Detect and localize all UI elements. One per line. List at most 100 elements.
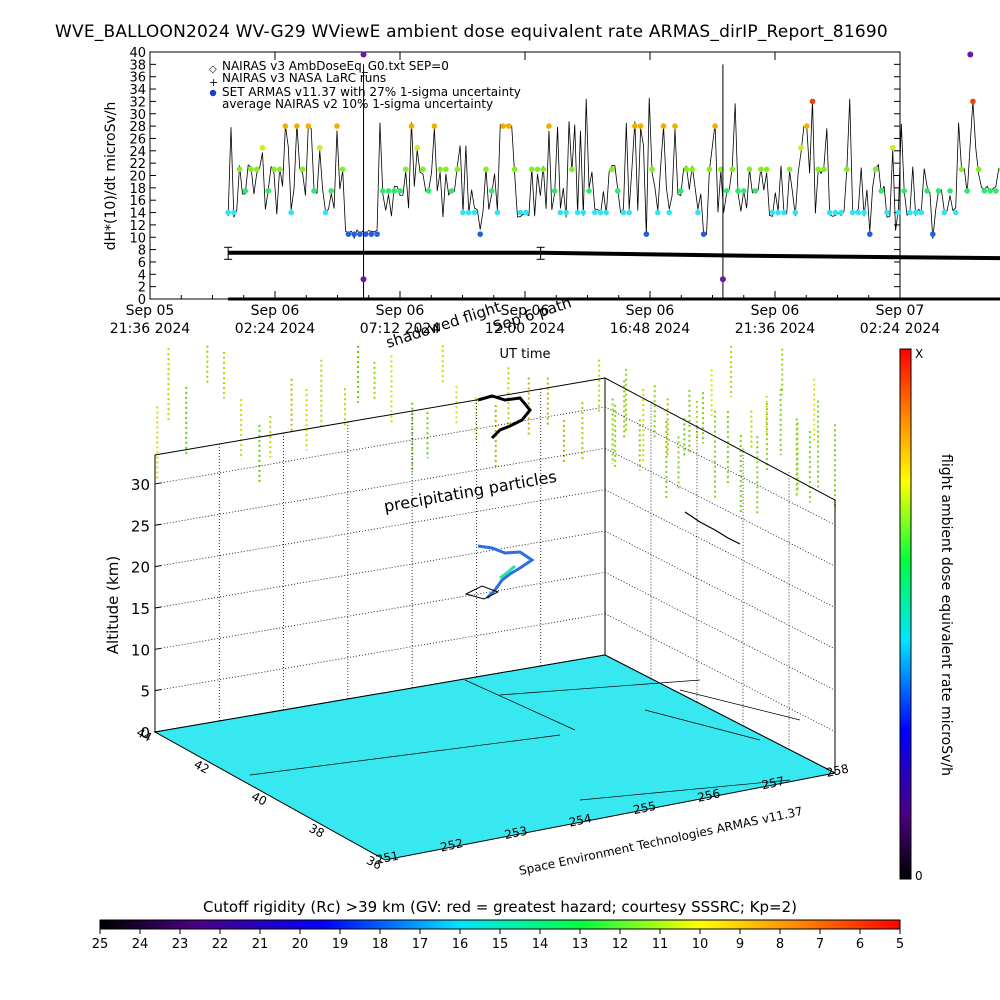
armas-point — [414, 144, 420, 151]
series-armas-trace — [227, 97, 1000, 240]
longitude-tick-label: 256 — [696, 786, 721, 804]
y-tick-label: 6 — [138, 256, 146, 271]
armas-point — [420, 166, 426, 173]
wall-gridline — [604, 530, 836, 650]
flight-path-shadow — [477, 394, 532, 440]
rigidity-tick-label: 20 — [292, 937, 309, 952]
armas-point — [437, 166, 443, 173]
armas-point — [649, 166, 655, 173]
floor-track-line — [249, 734, 561, 776]
altitude-tick-mark — [154, 647, 162, 650]
armas-point — [855, 209, 862, 216]
rigidity-tick-label: 5 — [896, 937, 904, 952]
armas-point — [597, 209, 604, 216]
y-tick-label: 10 — [129, 231, 146, 246]
armas-point — [947, 188, 953, 194]
y-tick-label: 14 — [129, 207, 146, 222]
armas-point — [775, 209, 781, 216]
x-tick-label-day: Sep 06 — [626, 303, 675, 319]
armas-point — [231, 209, 237, 216]
rigidity-tick-label: 24 — [132, 937, 149, 952]
armas-point — [328, 188, 335, 194]
armas-point — [362, 231, 369, 237]
armas-point — [242, 188, 249, 194]
altitude-tick-label: 0 — [140, 724, 150, 742]
armas-point — [655, 209, 661, 216]
dose-colorbar-max-label: X — [915, 347, 923, 361]
armas-point — [523, 209, 529, 216]
armas-point — [809, 98, 816, 105]
armas-point — [935, 188, 942, 194]
precipitation-streaks — [156, 345, 836, 514]
armas-point — [586, 188, 592, 194]
armas-point — [311, 188, 317, 194]
armas-point — [443, 166, 449, 173]
armas-point — [907, 209, 913, 216]
armas-point — [884, 209, 890, 216]
rigidity-tick-label: 25 — [92, 937, 109, 952]
armas-point — [580, 209, 587, 216]
y-tick-label: 0 — [138, 293, 146, 308]
armas-point — [763, 166, 770, 173]
armas-point — [672, 123, 678, 129]
armas-point — [454, 166, 461, 173]
armas-point — [729, 166, 736, 173]
rigidity-tick-label: 16 — [452, 937, 469, 952]
wall-gridline — [604, 489, 836, 608]
armas-point — [798, 144, 804, 151]
rigidity-tick-label: 19 — [332, 937, 349, 952]
x-tick-label-day: Sep 06 — [501, 303, 550, 319]
legend-label-armas: SET ARMAS v11.37 with 27% 1-sigma uncert… — [222, 85, 521, 99]
armas-point — [357, 231, 363, 237]
legend: ◇ NAIRAS v3 AmbDoseEq_G0.txt SEP=0 + NAI… — [209, 59, 521, 111]
rigidity-tick-label: 13 — [572, 937, 589, 952]
armas-point — [574, 209, 581, 216]
armas-point — [712, 123, 718, 129]
latitude-tick-label: 36 — [364, 853, 384, 873]
legend-label-nairas-larc: NAIRAS v3 NASA LaRC runs — [222, 71, 386, 85]
armas-point — [981, 188, 988, 194]
wall-gridline — [154, 447, 606, 526]
armas-point — [603, 209, 610, 216]
armas-point — [792, 209, 799, 216]
armas-point — [368, 231, 375, 237]
armas-point — [528, 166, 535, 173]
x-tick-label-time: 12:00 2024 — [485, 321, 566, 337]
armas-point — [322, 209, 329, 216]
armas-point — [448, 188, 455, 194]
armas-point — [660, 123, 667, 129]
armas-point — [339, 166, 346, 173]
armas-point — [930, 231, 936, 237]
latitude-tick-label: 38 — [307, 821, 327, 841]
armas-point — [494, 209, 501, 216]
armas-point — [236, 166, 243, 173]
y-tick-label: 12 — [129, 219, 146, 234]
armas-point — [803, 123, 810, 129]
armas-point — [844, 166, 850, 173]
dose-colorbar-min-label: 0 — [915, 869, 923, 883]
armas-point — [294, 123, 300, 129]
y-tick-label: 4 — [138, 268, 146, 283]
rigidity-tick-label: 7 — [816, 937, 824, 952]
armas-point — [265, 188, 272, 194]
flight-start-marker — [464, 585, 500, 600]
armas-point — [225, 209, 231, 216]
altitude-tick-mark — [154, 482, 162, 485]
armas-point — [511, 166, 518, 173]
x-tick-label-day: Sep 06 — [751, 303, 800, 319]
y-tick-label: 32 — [129, 95, 146, 110]
armas-point — [460, 209, 466, 216]
rigidity-tick-label: 10 — [692, 937, 709, 952]
armas-point — [500, 123, 506, 129]
armas-point — [878, 188, 885, 194]
y-tick-label: 26 — [129, 132, 146, 147]
altitude-tick-label: 30 — [131, 476, 150, 494]
armas-point — [723, 188, 730, 194]
armas-point — [609, 166, 615, 173]
armas-point — [465, 209, 472, 216]
y-tick-label: 18 — [129, 182, 146, 197]
wall-gridline — [154, 530, 606, 609]
longitude-tick-label: 254 — [568, 811, 593, 829]
altitude-tick-label: 10 — [131, 641, 150, 659]
wall-gridline — [154, 613, 606, 692]
